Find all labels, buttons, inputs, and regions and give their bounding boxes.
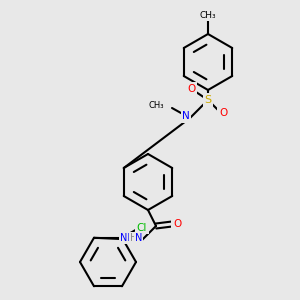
Text: O: O (219, 108, 227, 118)
Text: N: N (182, 111, 190, 121)
Text: H: H (130, 233, 137, 243)
Text: CH₃: CH₃ (200, 11, 216, 20)
Text: S: S (204, 95, 211, 105)
Text: CH₃: CH₃ (148, 101, 164, 110)
Text: O: O (173, 219, 181, 229)
Text: O: O (187, 84, 195, 94)
Text: Cl: Cl (137, 223, 147, 233)
Text: N: N (135, 233, 142, 243)
Text: NH: NH (120, 233, 135, 243)
